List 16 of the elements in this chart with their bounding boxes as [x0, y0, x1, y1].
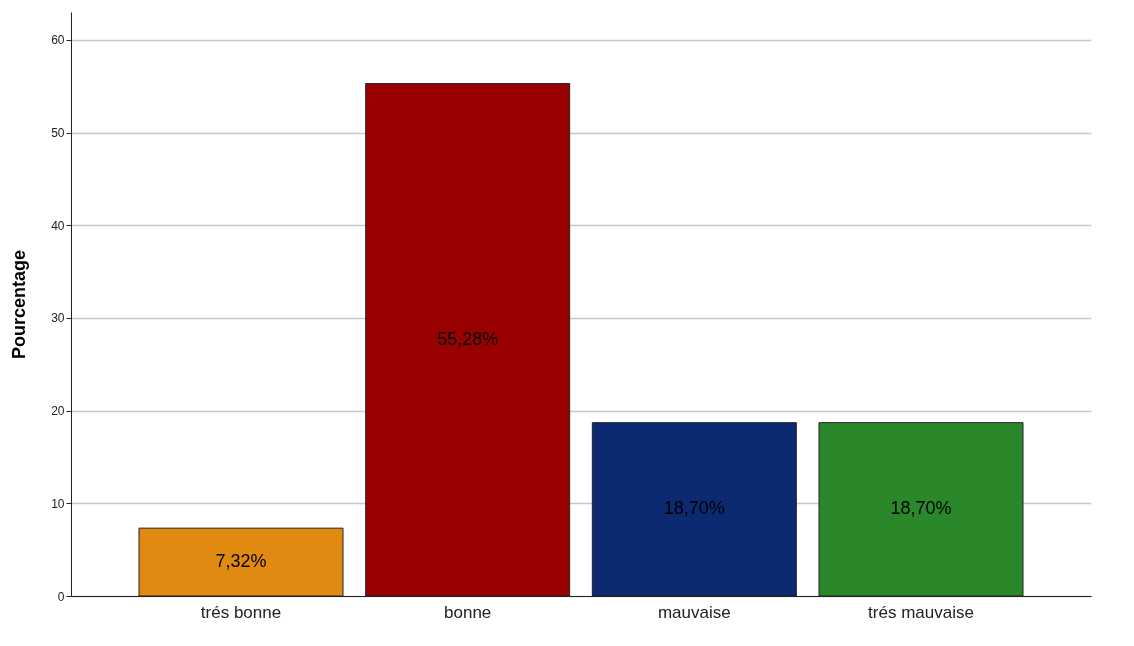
y-tick-label: 60 [51, 33, 65, 48]
y-tick-label: 30 [51, 311, 65, 326]
data-label: 18,70% [663, 498, 725, 519]
y-axis-title: Pourcentage [9, 249, 30, 360]
y-tick-label: 40 [51, 218, 65, 233]
x-tick-label: bonne [444, 602, 492, 622]
data-label: 7,32% [215, 551, 267, 572]
data-label: 18,70% [890, 498, 952, 519]
y-tick-label: 20 [51, 404, 65, 419]
y-tick-label: 0 [57, 589, 65, 604]
y-tick-label: 50 [51, 126, 65, 141]
x-tick-label: trés mauvaise [868, 602, 974, 622]
x-tick-label: mauvaise [657, 602, 731, 622]
data-label: 55,28% [437, 328, 499, 349]
y-tick-label: 10 [51, 496, 65, 511]
x-tick-label: trés bonne [200, 602, 282, 622]
